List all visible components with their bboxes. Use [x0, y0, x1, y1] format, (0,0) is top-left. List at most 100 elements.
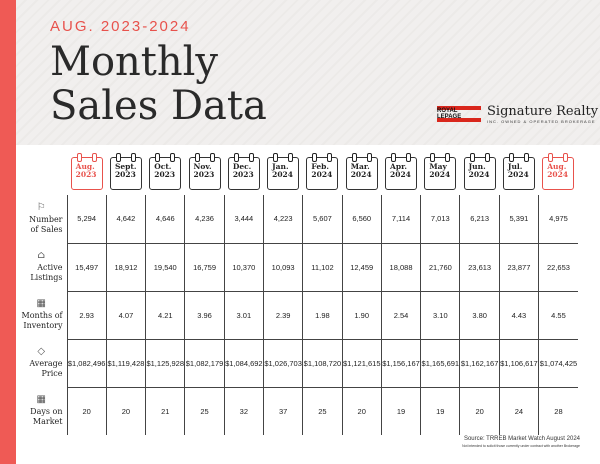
month-header: Apr. 2024	[381, 153, 420, 190]
table-cell: $1,082,496	[66, 339, 107, 388]
table-cell: 2.93	[66, 291, 107, 340]
month-header-row: Aug. 2023 Sept. 2023 Oct. 2023 Nov. 2023 Dec. 202…	[67, 153, 578, 190]
month-header: Sept. 2023	[106, 153, 145, 190]
table-cell: 1.98	[302, 291, 343, 340]
table-cell: 20	[341, 387, 382, 435]
month-label: May	[429, 162, 447, 171]
table-cell: $1,084,692	[223, 339, 264, 388]
table-cell: 4.07	[105, 291, 146, 340]
house-icon: ⌂	[37, 250, 46, 261]
table-row: ⚐ Number of Sales 5,294 4,642 4,646 4,236 3,444…	[20, 195, 578, 244]
table-cell: 10,093	[262, 243, 303, 292]
month-header: Feb. 2024	[303, 153, 342, 190]
table-cell: $1,121,615	[341, 339, 382, 388]
month-header: Jan. 2024	[263, 153, 302, 190]
table-cell: 20	[105, 387, 146, 435]
table-cell: 20	[66, 387, 107, 435]
table-cell: 7,114	[380, 195, 421, 244]
table-cell: 4,236	[184, 195, 225, 244]
table-cell: 4.55	[538, 291, 578, 340]
year-label: 2023	[232, 170, 254, 179]
table-cell: 19	[420, 387, 460, 435]
table-cell: 10,370	[223, 243, 264, 292]
year-label: 2024	[350, 170, 372, 179]
month-header: Jul. 2024	[499, 153, 538, 190]
row-label: ⚐ Number of Sales	[20, 195, 67, 243]
subtitle: AUG. 2023-2024	[50, 18, 191, 35]
table-cell: $1,106,617	[498, 339, 539, 388]
month-label: Aug.	[75, 162, 95, 171]
calendar-icon: Nov. 2023	[188, 153, 221, 190]
month-header: Dec. 2023	[224, 153, 263, 190]
table-cell: 21,760	[420, 243, 460, 292]
table-cell: $1,165,691	[420, 339, 460, 388]
year-label: 2024	[468, 170, 490, 179]
table-cell: 32	[223, 387, 264, 435]
month-header: Oct. 2023	[146, 153, 185, 190]
brand-logo: ROYAL LEPAGE Signature Realty INC. OWNED…	[437, 104, 598, 124]
month-label: Feb.	[311, 162, 329, 171]
year-label: 2024	[390, 170, 411, 179]
calendar-icon: Aug. 2024	[542, 153, 575, 190]
table-cell: 6,560	[341, 195, 382, 244]
year-label: 2024	[429, 170, 451, 179]
table-cell: 37	[262, 387, 303, 435]
calendar-icon: Feb. 2024	[306, 153, 339, 190]
table-cell: 25	[184, 387, 225, 435]
calendar-icon: Jul. 2024	[502, 153, 535, 190]
table-cell: 4.43	[498, 291, 539, 340]
table-row: ▦ Days on Market 20 20 21 25 32 37 25 20 19 19 20 24 28	[20, 387, 578, 435]
table-cell: 18,912	[105, 243, 146, 292]
table-cell: $1,108,720	[302, 339, 343, 388]
table-row: ⌂ Active Listings 15,497 18,912 19,540 16,759 1…	[20, 243, 578, 292]
table-cell: 20	[459, 387, 500, 435]
table-cell: 6,213	[459, 195, 500, 244]
month-label: Oct.	[154, 162, 172, 171]
table-cell: 21	[145, 387, 185, 435]
table-row: ▦ Months of Inventory 2.93 4.07 4.21 3.96 3.01 2…	[20, 291, 578, 340]
calendar-icon: Jun. 2024	[463, 153, 496, 190]
calendar-icon: Aug. 2023	[70, 153, 103, 190]
year-label: 2024	[272, 170, 293, 179]
calendar-icon: Apr. 2024	[385, 153, 418, 190]
calendar-icon: Jan. 2024	[267, 153, 300, 190]
table-cell: $1,156,167	[380, 339, 421, 388]
sales-data-table: ⚐ Number of Sales 5,294 4,642 4,646 4,236 3,444…	[20, 195, 578, 435]
table-cell: 15,497	[66, 243, 107, 292]
month-label: Sept.	[114, 162, 137, 171]
table-cell: 1.90	[341, 291, 382, 340]
table-cell: 3.96	[184, 291, 225, 340]
table-cell: 3.10	[420, 291, 460, 340]
month-label: Mar.	[350, 162, 370, 171]
table-cell: $1,026,703	[262, 339, 303, 388]
title-line-2: Sales Data	[50, 83, 267, 129]
table-cell: $1,074,425	[538, 339, 578, 388]
calendar-icon: Oct. 2023	[149, 153, 182, 190]
month-header: Aug. 2024	[539, 153, 578, 190]
table-cell: 16,759	[184, 243, 225, 292]
table-cell: 5,607	[302, 195, 343, 244]
month-header: Jun. 2024	[460, 153, 499, 190]
disclaimer: Not intended to solicit those currently …	[462, 444, 580, 448]
table-cell: 7,013	[420, 195, 460, 244]
table-cell: 25	[302, 387, 343, 435]
row-label: ▦ Months of Inventory	[21, 298, 63, 331]
table-cell: 4.21	[145, 291, 185, 340]
table-cell: 5,391	[498, 195, 539, 244]
month-label: Dec.	[232, 162, 252, 171]
month-label: Apr.	[390, 162, 407, 171]
table-cell: $1,125,928	[145, 339, 185, 388]
table-cell: 5,294	[66, 195, 107, 244]
table-cell: $1,119,428	[105, 339, 146, 388]
table-cell: $1,082,179	[184, 339, 225, 388]
table-cell: 3,444	[223, 195, 264, 244]
table-cell: 19	[380, 387, 421, 435]
month-label: Jun.	[468, 162, 486, 171]
table-cell: 2.54	[380, 291, 421, 340]
source-note: Source: TRREB Market Watch August 2024	[463, 436, 580, 442]
row-label: ⌂ Active Listings	[20, 243, 67, 291]
price-tag-icon: ◇	[37, 346, 46, 357]
table-cell: $1,162,167	[459, 339, 500, 388]
year-label: 2024	[507, 170, 529, 179]
row-label: ▦ Days on Market	[20, 387, 67, 435]
